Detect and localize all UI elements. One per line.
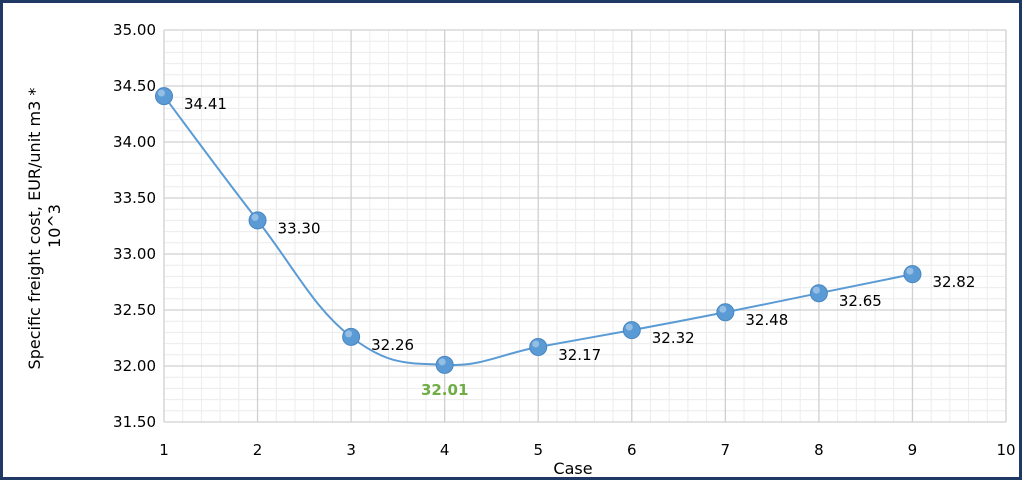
data-label: 32.48 [745, 311, 788, 329]
y-tick-label: 35.00 [113, 21, 156, 39]
data-point [903, 265, 922, 284]
data-point-highlight [345, 330, 353, 338]
data-point [529, 337, 548, 356]
data-point-highlight [812, 286, 820, 294]
data-point-highlight [438, 358, 446, 366]
data-label: 32.82 [932, 273, 975, 291]
y-axis-title-line-2: 10^3 [45, 204, 64, 248]
data-point [342, 327, 361, 346]
y-axis-title-line-1: Specific freight cost, EUR/unit m3 * [25, 88, 44, 370]
data-label: 32.65 [839, 292, 882, 310]
data-point [622, 321, 641, 340]
data-labels: 34.41 33.30 32.26 32.01 32.17 32.32 32.48 32.65… [184, 95, 975, 399]
x-tick-label: 1 [159, 441, 169, 459]
data-label: 34.41 [184, 95, 227, 113]
y-tick-label: 33.00 [113, 245, 156, 263]
y-axis-ticks: 31.50 32.00 32.50 33.00 33.50 34.00 34.50 35.00 [113, 21, 156, 431]
y-tick-label: 33.50 [113, 189, 156, 207]
series-line [163, 95, 913, 367]
data-points [155, 87, 922, 374]
x-tick-label: 9 [908, 441, 918, 459]
x-tick-label: 7 [721, 441, 731, 459]
x-tick-label: 8 [814, 441, 824, 459]
x-tick-label: 6 [627, 441, 637, 459]
data-point-highlight [251, 213, 259, 221]
data-label: 32.01 [421, 381, 468, 399]
data-point [248, 211, 267, 230]
minor-gridlines [164, 30, 1006, 422]
x-tick-label: 10 [996, 441, 1015, 459]
data-label: 33.30 [278, 219, 321, 237]
data-point [435, 355, 454, 374]
x-tick-label: 4 [440, 441, 450, 459]
data-point [155, 87, 173, 106]
x-axis-ticks: 1 2 3 4 5 6 7 8 9 10 [159, 441, 1015, 459]
data-point [716, 303, 735, 322]
data-point-highlight [158, 89, 165, 97]
x-tick-label: 3 [346, 441, 356, 459]
data-point-highlight [625, 323, 633, 331]
x-axis-title: Case [553, 459, 592, 478]
data-point-highlight [532, 340, 540, 348]
data-label: 32.17 [558, 346, 601, 364]
data-point-highlight [719, 305, 727, 313]
x-tick-label: 5 [533, 441, 543, 459]
major-gridlines [163, 29, 1007, 423]
data-point-highlight [906, 267, 914, 275]
y-tick-label: 32.50 [113, 301, 156, 319]
data-label: 32.26 [371, 336, 414, 354]
data-point [809, 284, 828, 303]
y-tick-label: 32.00 [113, 357, 156, 375]
y-tick-label: 31.50 [113, 413, 156, 431]
data-label: 32.32 [652, 329, 695, 347]
y-axis-title: Specific freight cost, EUR/unit m3 * 10^… [25, 83, 64, 370]
x-tick-label: 2 [253, 441, 263, 459]
y-tick-label: 34.00 [113, 133, 156, 151]
y-tick-label: 34.50 [113, 77, 156, 95]
